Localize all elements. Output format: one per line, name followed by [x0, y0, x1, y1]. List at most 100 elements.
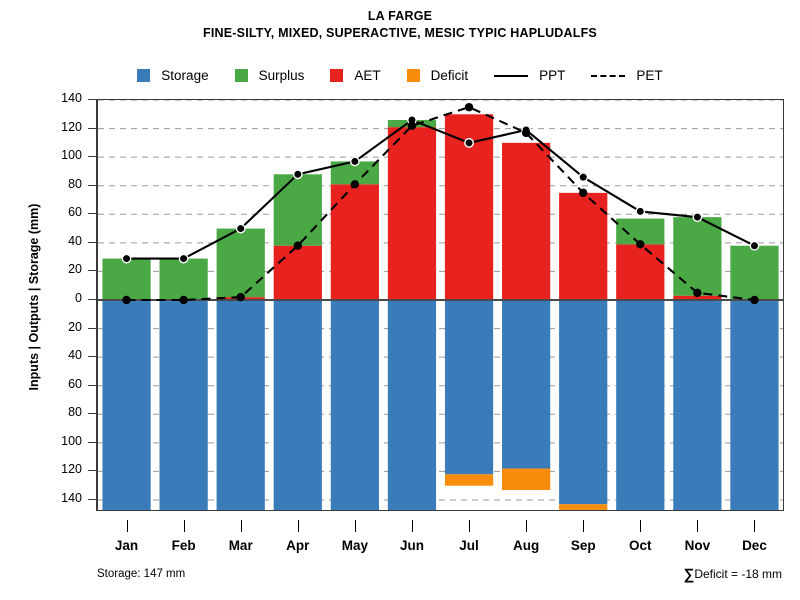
pet-line-point-Sep [579, 188, 588, 198]
y-tick-label-down-100: 100 [61, 433, 82, 448]
legend-label-surplus: Surplus [258, 68, 305, 83]
pet-line-point-Feb [179, 295, 188, 305]
pet-line-point-May [350, 180, 360, 189]
bar-storage-Jan [102, 300, 151, 510]
pet-line-point-Jul [464, 102, 474, 112]
x-tick-label-Aug: Aug [513, 538, 540, 553]
x-tick-label-Nov: Nov [684, 538, 711, 553]
y-tick-mark-down-120 [88, 470, 96, 472]
bar-deficit-Aug [502, 468, 551, 490]
y-axis-title: Inputs | Outputs | Storage (mm) [27, 203, 41, 391]
legend-item-storage[interactable]: Storage [137, 68, 209, 83]
y-tick-label-up-80: 80 [68, 176, 82, 191]
bar-storage-Aug [502, 300, 551, 469]
legend-label-deficit: Deficit [430, 68, 469, 83]
y-tick-mark-up-80 [88, 184, 96, 186]
y-tick-label-up-100: 100 [61, 148, 82, 163]
legend-swatch-storage [137, 69, 151, 82]
x-tick-label-Jan: Jan [114, 538, 139, 553]
x-tick-label-Mar: Mar [228, 538, 253, 553]
legend-label-ppt: PPT [539, 68, 566, 83]
ppt-line-point-Apr [292, 169, 303, 180]
bar-surplus-Apr [273, 174, 322, 246]
x-tick-mark-May [354, 520, 356, 532]
y-tick-label-up-20: 20 [68, 262, 82, 277]
plot-svg [98, 100, 783, 510]
deficit-note-text: Deficit = -18 mm [694, 567, 782, 581]
legend-item-surplus[interactable]: Surplus [234, 68, 305, 83]
bars [102, 114, 779, 510]
legend-item-pet[interactable]: PET [591, 68, 663, 83]
ppt-line-point-Jan [121, 253, 132, 264]
pet-line-point-Apr [293, 241, 302, 250]
legend-item-aet[interactable]: AET [330, 68, 381, 83]
pet-line [126, 106, 755, 302]
legend-label-aet: AET [354, 68, 381, 83]
y-tick-label-down-140: 140 [61, 490, 82, 505]
bar-storage-Feb [159, 300, 208, 510]
bar-aet-Aug [502, 142, 551, 300]
y-tick-label-up-60: 60 [68, 205, 82, 220]
y-tick-mark-up-40 [88, 241, 96, 243]
pet-line-point-Dec [750, 295, 759, 305]
y-tick-label-up-40: 40 [68, 233, 82, 248]
ppt-line-point-Oct [635, 206, 646, 217]
pet-line-point-Mar [236, 292, 245, 302]
chart-title-line-1: LA FARGE [367, 9, 433, 23]
x-tick-mark-Feb [183, 520, 185, 532]
y-tick-label-down-120: 120 [61, 462, 82, 477]
y-tick-mark-down-100 [88, 441, 96, 443]
legend-line-ppt-icon [494, 74, 529, 77]
x-tick-label-Feb: Feb [171, 538, 196, 553]
x-tick-mark-Jan [126, 520, 128, 532]
bar-surplus-Oct [616, 218, 665, 245]
y-tick-mark-up-140 [88, 99, 96, 100]
y-tick-label-down-40: 40 [68, 348, 82, 363]
x-tick-label-Apr: Apr [286, 538, 310, 553]
y-tick-label-up-120: 120 [61, 119, 82, 134]
bar-storage-Nov [673, 300, 722, 510]
bar-storage-May [330, 300, 379, 510]
storage-note: Storage: 147 mm [97, 568, 186, 580]
ppt-line-point-Jul [464, 137, 474, 148]
pet-line-point-Jun [407, 121, 417, 130]
legend-label-storage: Storage [161, 68, 209, 83]
plot-area [97, 99, 784, 511]
ppt-line-point-Mar [235, 223, 246, 234]
bar-surplus-Nov [673, 217, 722, 296]
bar-aet-Jun [387, 127, 437, 300]
y-tick-mark-down-80 [88, 413, 96, 415]
bar-storage-Jun [387, 300, 437, 510]
gridlines [98, 100, 783, 501]
bar-storage-Dec [730, 300, 779, 510]
x-tick-mark-Jul [469, 520, 471, 532]
bar-storage-Mar [216, 300, 265, 510]
x-tick-mark-Jun [411, 520, 413, 532]
legend-line-pet-icon [591, 74, 626, 77]
x-tick-mark-Apr [297, 520, 299, 532]
y-tick-mark-up-60 [88, 213, 96, 215]
bar-aet-Sep [559, 192, 608, 300]
legend-item-ppt[interactable]: PPT [494, 68, 565, 83]
legend-label-pet: PET [636, 68, 663, 83]
legend-item-deficit[interactable]: Deficit [406, 68, 469, 83]
y-tick-label-down-80: 80 [68, 405, 82, 420]
chart-title-line-2: FINE-SILTY, MIXED, SUPERACTIVE, MESIC TY… [203, 26, 597, 40]
legend-swatch-surplus [234, 69, 248, 82]
x-tick-label-Sep: Sep [570, 538, 596, 553]
x-tick-label-Jun: Jun [399, 538, 424, 553]
x-tick-label-Jul: Jul [459, 538, 479, 553]
x-tick-label-May: May [341, 538, 368, 553]
y-tick-mark-down-20 [88, 327, 96, 329]
deficit-note: ∑Deficit = -18 mm [684, 566, 782, 583]
pet-line-point-Oct [636, 240, 645, 249]
ppt-line [126, 118, 755, 260]
bar-storage-Apr [273, 300, 322, 510]
bar-aet-Nov [673, 295, 722, 300]
bar-aet-Apr [273, 245, 322, 300]
bar-storage-Sep [559, 300, 608, 505]
y-tick-mark-up-120 [88, 127, 96, 129]
bar-surplus-Dec [730, 245, 779, 300]
chart-title-block: LA FARGE FINE-SILTY, MIXED, SUPERACTIVE,… [0, 8, 800, 42]
